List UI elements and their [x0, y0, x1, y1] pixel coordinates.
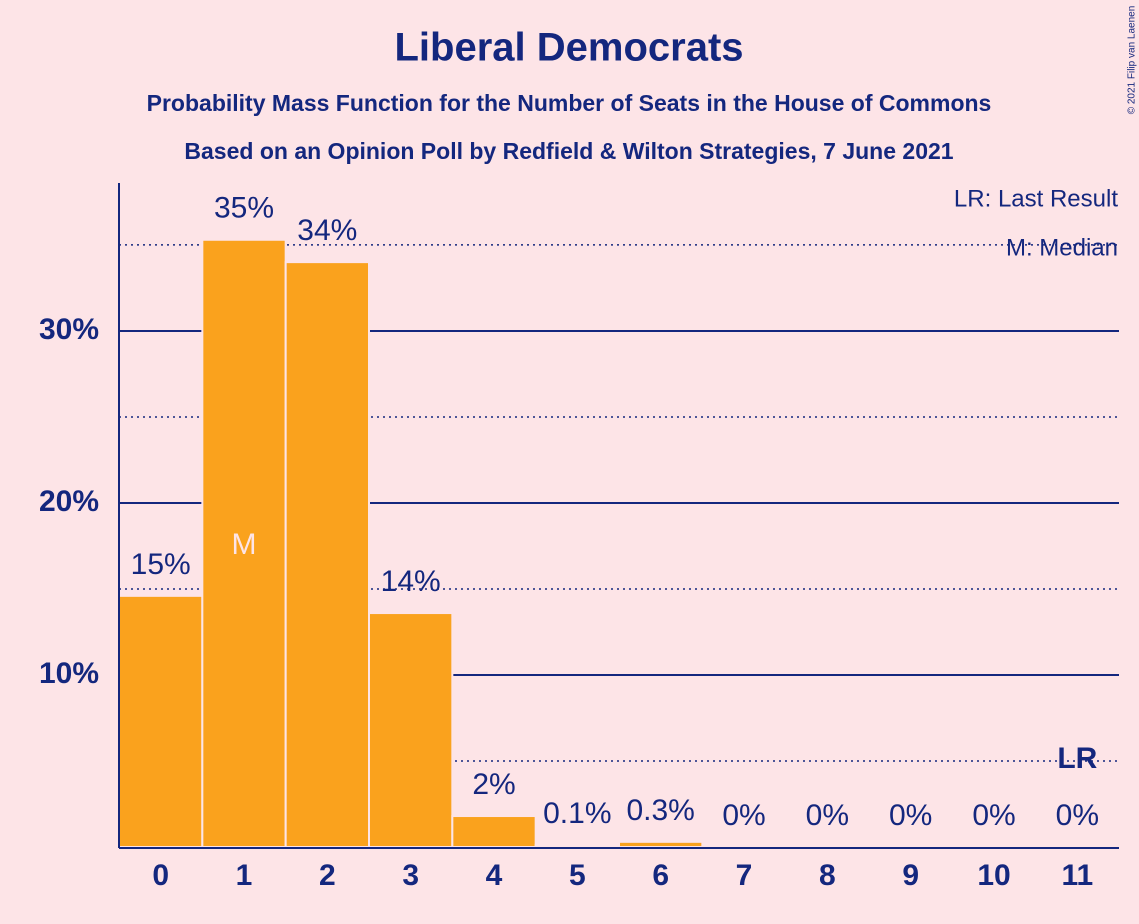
median-marker: M	[232, 528, 257, 561]
x-tick-label: 11	[1061, 859, 1093, 892]
value-label: 0%	[972, 799, 1015, 832]
chart-subtitle: Probability Mass Function for the Number…	[147, 90, 992, 116]
x-tick-label: 4	[486, 859, 503, 892]
value-label: 0%	[722, 799, 765, 832]
copyright: © 2021 Filip van Laenen	[1127, 6, 1138, 115]
bar	[534, 844, 621, 848]
bar	[451, 815, 537, 848]
value-label: 0%	[1056, 799, 1099, 832]
x-tick-label: 7	[736, 859, 753, 892]
last-result-marker: LR	[1057, 742, 1097, 775]
value-label: 35%	[214, 192, 274, 225]
x-tick-label: 8	[819, 859, 836, 892]
y-tick-label: 20%	[39, 485, 99, 518]
x-tick-label: 1	[236, 859, 253, 892]
x-tick-label: 3	[402, 859, 419, 892]
x-tick-label: 2	[319, 859, 336, 892]
x-tick-label: 0	[152, 859, 169, 892]
bar	[618, 840, 704, 848]
x-tick-label: 5	[569, 859, 586, 892]
legend-entry: LR: Last Result	[954, 185, 1118, 212]
x-tick-label: 9	[902, 859, 919, 892]
value-label: 0%	[806, 799, 849, 832]
legend-entry: M: Median	[1006, 234, 1118, 261]
value-label: 34%	[297, 214, 357, 247]
value-label: 0.3%	[626, 794, 694, 827]
y-tick-label: 10%	[39, 657, 99, 690]
bar	[284, 261, 370, 849]
bar	[118, 594, 204, 848]
value-label: 0%	[889, 799, 932, 832]
value-label: 2%	[472, 768, 515, 801]
chart-subtitle: Based on an Opinion Poll by Redfield & W…	[184, 138, 953, 164]
chart-title: Liberal Democrats	[394, 26, 743, 70]
value-label: 0.1%	[543, 797, 611, 830]
bar	[368, 612, 454, 848]
bar	[201, 238, 287, 848]
y-tick-label: 30%	[39, 313, 99, 346]
value-label: 15%	[131, 548, 191, 581]
value-label: 14%	[381, 565, 441, 598]
x-tick-label: 10	[977, 859, 1010, 892]
x-tick-label: 6	[652, 859, 669, 892]
